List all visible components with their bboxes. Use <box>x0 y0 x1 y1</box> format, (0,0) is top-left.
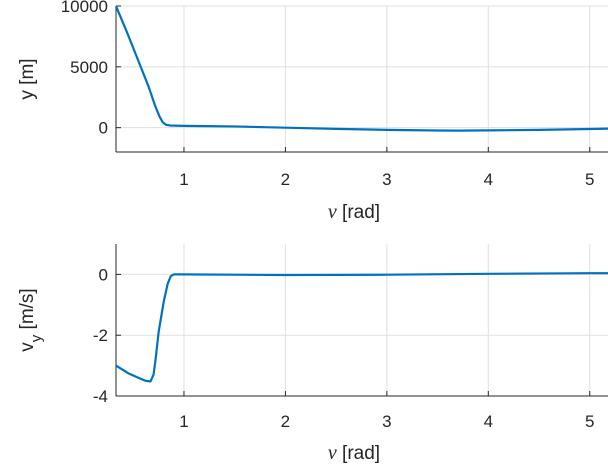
y-tick-label: 5000 <box>70 58 108 77</box>
y-axis-label: vy [m/s] <box>17 288 45 351</box>
y-axis-label: y [m] <box>17 58 38 99</box>
x-tick-label: 3 <box>382 412 391 431</box>
panel-2: 1 2 3 4 5 -4 -2 0 ν [rad] vy [m/s] <box>17 244 608 464</box>
y-tick-label: 0 <box>99 265 108 284</box>
y-axis-symbol: v <box>17 342 38 352</box>
x-axis-unit: [rad] <box>337 202 380 223</box>
x-axis-symbol: ν <box>328 442 337 464</box>
series-line <box>116 272 608 383</box>
x-tick-label: 1 <box>179 170 188 189</box>
x-tick-label: 5 <box>585 170 594 189</box>
x-tick-label: 5 <box>585 412 594 431</box>
x-axis-symbol: ν <box>328 201 337 223</box>
x-axis-unit: [rad] <box>337 443 380 464</box>
x-tick-label: 2 <box>281 412 290 431</box>
x-tick-label: 2 <box>281 170 290 189</box>
y-tick-label: 0 <box>99 119 108 138</box>
x-tick-label: 4 <box>484 412 493 431</box>
x-axis-label: ν [rad] <box>328 201 380 223</box>
y-tick-label: -4 <box>93 387 108 406</box>
x-tick-label: 4 <box>484 170 493 189</box>
x-axis-label: ν [rad] <box>328 442 380 464</box>
panel-1: 1 2 3 4 5 0 5000 10000 ν [rad] y [m] <box>17 0 608 223</box>
x-tick-label: 3 <box>382 170 391 189</box>
x-tick-label: 1 <box>179 412 188 431</box>
y-tick-label: 10000 <box>61 0 108 16</box>
y-axis-unit: [m/s] <box>17 288 38 334</box>
y-tick-label: -2 <box>93 326 108 345</box>
y-axis-subscript: y <box>28 334 45 342</box>
series-line <box>116 5 608 132</box>
